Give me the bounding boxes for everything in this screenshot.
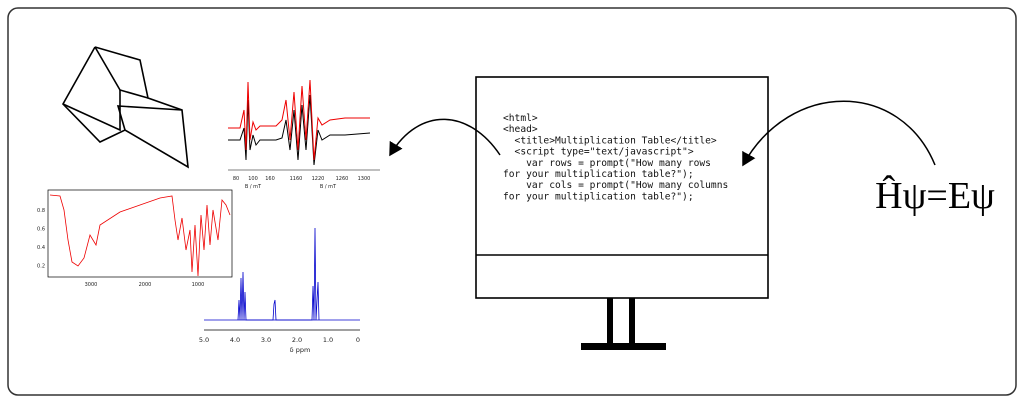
- tick-label: 0.4: [37, 245, 45, 251]
- axis-label: B / mT: [245, 184, 262, 190]
- code-line: for your multiplication table?");: [503, 191, 694, 202]
- axis-label: δ ppm: [290, 346, 311, 354]
- epr-spectrum: [228, 79, 380, 171]
- code-line: var rows = prompt("How many rows: [503, 158, 711, 169]
- tick-label: 0.2: [37, 264, 45, 270]
- tick-label: 2000: [139, 282, 152, 288]
- tick-label: 160: [265, 176, 275, 182]
- tick-label: 1300: [358, 176, 371, 182]
- tick-label: 1220: [312, 176, 325, 182]
- tick-label: 1.0: [323, 336, 333, 344]
- tick-label: 0: [356, 336, 360, 344]
- code-line: <html>: [503, 113, 538, 124]
- code-line: for your multiplication table?");: [503, 169, 694, 180]
- equation: Ĥψ=Eψ: [875, 175, 995, 217]
- tick-label: 5.0: [199, 336, 209, 344]
- ir-spectrum: [47, 189, 233, 278]
- code-line: <script type="text/javascript">: [503, 147, 694, 158]
- monitor: [475, 76, 769, 350]
- arrow: [389, 118, 501, 157]
- tick-label: 0.6: [37, 227, 45, 233]
- axis-label: B / mT: [320, 184, 337, 190]
- code-line: <head>: [503, 124, 538, 135]
- code-line: var cols = prompt("How many columns: [503, 180, 728, 191]
- tick-label: 1000: [192, 282, 205, 288]
- code-line: <title>Multiplication Table</title>: [503, 135, 717, 146]
- tick-label: 3.0: [261, 336, 271, 344]
- tick-label: 2.0: [292, 336, 302, 344]
- tick-label: 1160: [290, 176, 303, 182]
- molecule: [62, 46, 189, 169]
- nmr-spectrum: [204, 227, 360, 331]
- tick-label: 100: [248, 176, 258, 182]
- tick-label: 4.0: [230, 336, 240, 344]
- tick-label: 80: [233, 176, 239, 182]
- tick-label: 1260: [336, 176, 349, 182]
- arrow: [742, 100, 936, 167]
- tick-label: 3000: [85, 282, 98, 288]
- tick-label: 0.8: [37, 208, 45, 214]
